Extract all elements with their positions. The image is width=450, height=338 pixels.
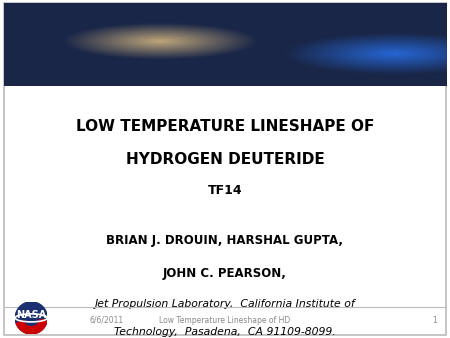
Text: TF14: TF14 <box>208 184 242 197</box>
Text: NASA: NASA <box>16 311 46 320</box>
Text: BRIAN J. DROUIN, HARSHAL GUPTA,: BRIAN J. DROUIN, HARSHAL GUPTA, <box>107 235 343 247</box>
Circle shape <box>15 302 47 334</box>
Text: JOHN C. PEARSON,: JOHN C. PEARSON, <box>163 267 287 280</box>
FancyBboxPatch shape <box>4 3 446 335</box>
Text: 6/6/2011: 6/6/2011 <box>90 316 124 325</box>
Text: Technology,  Pasadena,  CA 91109-8099.: Technology, Pasadena, CA 91109-8099. <box>114 327 336 337</box>
Text: 1: 1 <box>432 316 436 325</box>
Text: LOW TEMPERATURE LINESHAPE OF: LOW TEMPERATURE LINESHAPE OF <box>76 119 374 134</box>
Text: Jet Propulsion Laboratory: Jet Propulsion Laboratory <box>18 44 188 57</box>
Text: HYDROGEN DEUTERIDE: HYDROGEN DEUTERIDE <box>126 152 324 167</box>
Text: Low Temperature Lineshape of HD: Low Temperature Lineshape of HD <box>159 316 291 325</box>
Text: California Institute of Technology: California Institute of Technology <box>18 66 167 75</box>
Polygon shape <box>16 319 47 334</box>
Text: Jet Propulsion Laboratory,  California Institute of: Jet Propulsion Laboratory, California In… <box>94 298 356 309</box>
Text: Molecular Spectroscopy: Molecular Spectroscopy <box>18 18 215 33</box>
